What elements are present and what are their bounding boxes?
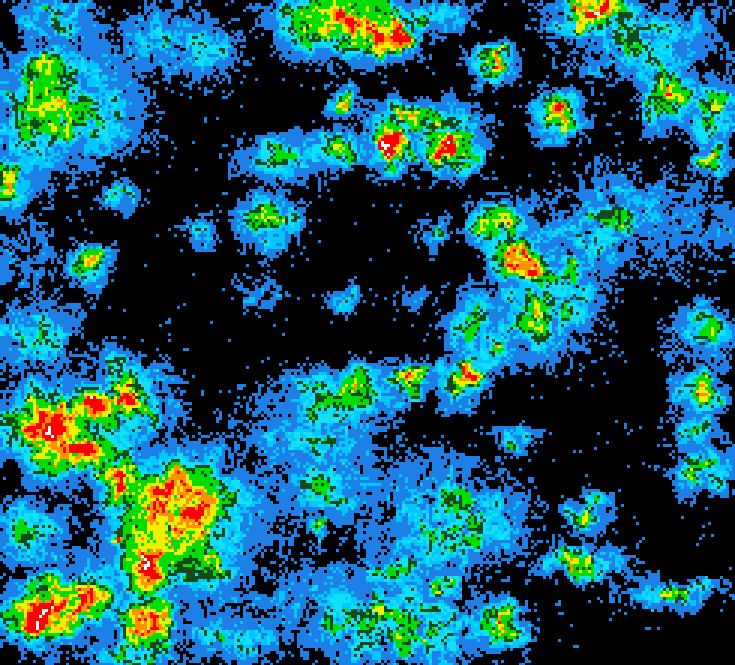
radar-image-viewport	[0, 0, 735, 665]
radar-reflectivity-canvas	[0, 0, 735, 665]
